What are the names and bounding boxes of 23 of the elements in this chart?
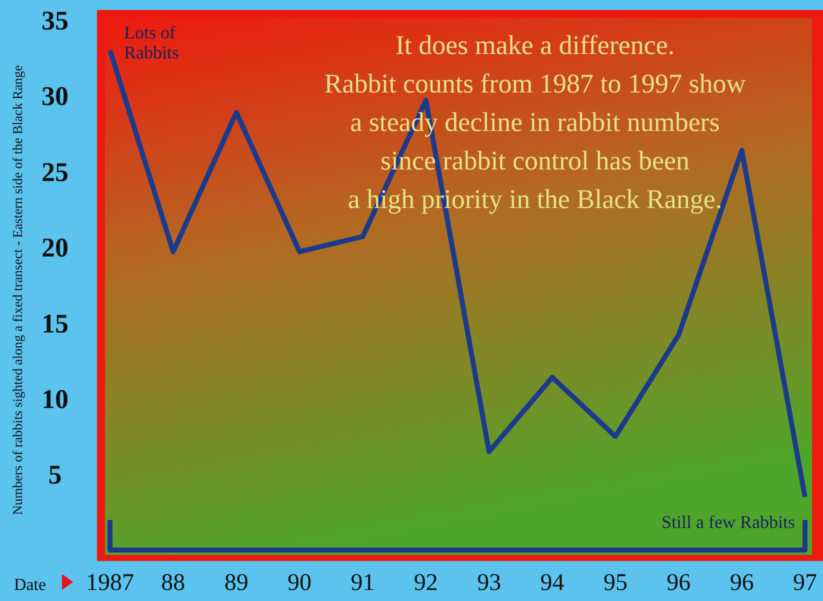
x-tick-label: 1987 (86, 570, 134, 596)
x-tick-label: 89 (224, 570, 248, 596)
y-tick-label: 25 (42, 156, 68, 187)
x-tick-label: 88 (161, 570, 186, 596)
x-tick-label: 96 (730, 570, 754, 596)
y-tick-label: 5 (48, 460, 62, 490)
x-axis-title: Date (14, 575, 46, 594)
x-tick-label: 92 (414, 570, 438, 596)
x-tick-label: 97 (793, 570, 817, 596)
annotation: Lots of Rabbits (124, 22, 180, 62)
x-tick-label: 96 (666, 570, 691, 596)
annotation: Still a few Rabbits (662, 512, 795, 532)
y-tick-label: 35 (42, 5, 68, 36)
y-tick-label: 20 (42, 232, 68, 263)
x-tick-label: 95 (603, 570, 628, 596)
x-tick-label: 91 (350, 570, 375, 596)
y-axis-title: Numbers of rabbits sighted along a fixed transect - Eastern side of the Black Range (10, 65, 25, 515)
x-tick-label: 94 (540, 570, 564, 596)
y-tick-label: 10 (42, 384, 68, 414)
y-tick-label: 15 (42, 308, 68, 338)
x-tick-label: 93 (477, 570, 502, 596)
x-tick-label: 90 (288, 570, 312, 596)
y-tick-label: 30 (42, 81, 68, 112)
